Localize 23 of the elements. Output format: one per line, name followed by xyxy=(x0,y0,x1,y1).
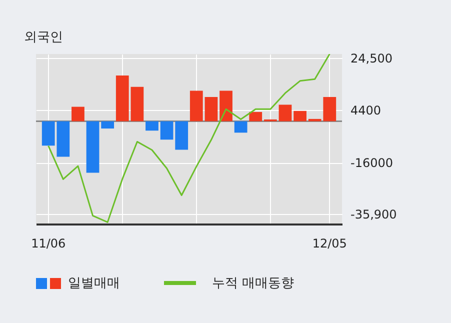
bar xyxy=(72,106,84,122)
x-tick-label: 11/06 xyxy=(31,236,66,250)
legend-label: 일별매매 xyxy=(68,275,120,292)
y-tick-label: -16000 xyxy=(350,156,394,170)
bar xyxy=(234,121,248,133)
line-series xyxy=(48,54,330,223)
legend-label: 누적 매매동향 xyxy=(212,275,294,292)
bar xyxy=(160,121,174,140)
bar xyxy=(294,110,306,122)
bar xyxy=(204,96,218,122)
bar xyxy=(190,90,203,122)
bar xyxy=(146,121,158,131)
y-tick-label: -35,900 xyxy=(350,208,397,222)
x-tick-label: 12/05 xyxy=(312,236,347,250)
bar xyxy=(220,90,232,122)
bar xyxy=(175,121,188,150)
bar xyxy=(86,121,100,173)
bar xyxy=(278,104,292,122)
bar xyxy=(101,121,114,129)
bar xyxy=(249,112,262,122)
y-tick-label: 4400 xyxy=(350,103,382,118)
y-tick-label: 24,500 xyxy=(350,51,392,66)
chart-title: 외국인 xyxy=(24,30,63,45)
